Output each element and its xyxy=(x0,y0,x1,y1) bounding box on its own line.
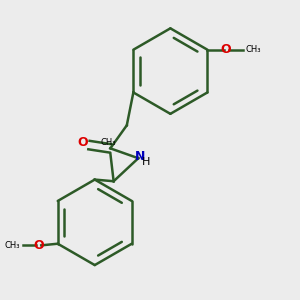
Text: CH₃: CH₃ xyxy=(4,241,20,250)
Text: O: O xyxy=(33,239,44,252)
Text: CH₃: CH₃ xyxy=(246,45,261,54)
Text: H: H xyxy=(142,157,151,167)
Text: CH₃: CH₃ xyxy=(101,138,116,147)
Text: O: O xyxy=(221,43,231,56)
Text: O: O xyxy=(78,136,88,149)
Text: N: N xyxy=(135,150,145,163)
